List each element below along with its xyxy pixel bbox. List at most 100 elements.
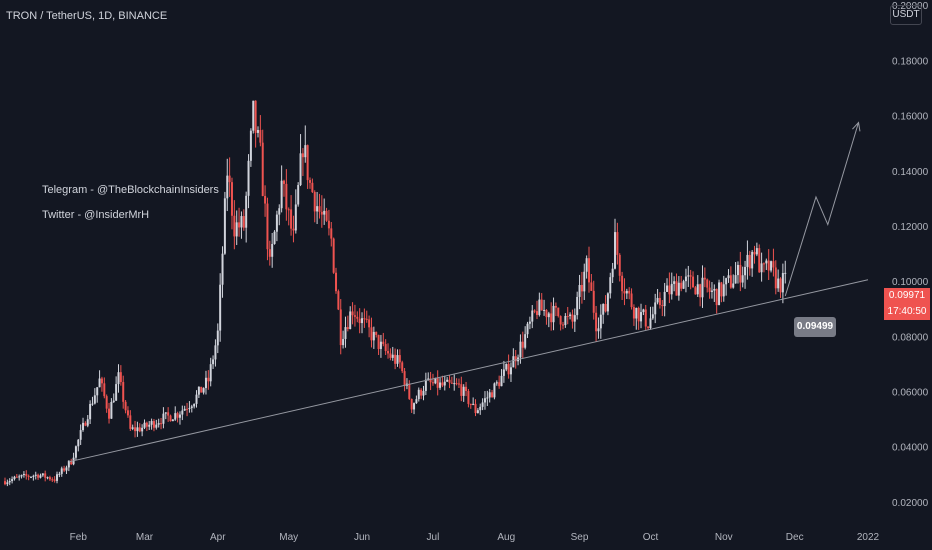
candle-body <box>164 412 167 414</box>
candle-body <box>535 311 538 315</box>
candle-body <box>448 379 451 383</box>
candle-body <box>93 395 96 404</box>
candle-body <box>77 439 80 447</box>
candle-body <box>753 251 756 255</box>
candle-body <box>181 410 184 415</box>
candle-body <box>160 423 163 425</box>
candle-body <box>6 482 9 485</box>
candle-body <box>734 275 737 284</box>
candle-body <box>398 355 401 363</box>
candle-body <box>115 384 118 401</box>
candle-body <box>247 160 250 196</box>
candle-body <box>580 284 583 292</box>
x-tick-label: May <box>279 532 298 543</box>
candle-body <box>200 386 203 393</box>
candle-body <box>290 209 293 229</box>
candle-body <box>666 285 669 292</box>
candle-body <box>427 378 430 380</box>
candle-body <box>100 378 103 384</box>
candle-body <box>675 281 678 296</box>
candle-body <box>242 216 245 228</box>
candle-body <box>765 260 768 264</box>
candle-body <box>774 267 777 289</box>
candle-body <box>204 377 207 389</box>
candle-body <box>637 307 640 322</box>
candle-body <box>63 468 66 471</box>
candle-body <box>727 275 730 279</box>
candle-body <box>363 318 366 320</box>
candle-body <box>344 327 347 340</box>
candle-body <box>718 282 721 306</box>
candlestick-series <box>4 100 787 487</box>
candle-body <box>306 145 309 181</box>
x-tick-label: Oct <box>643 532 659 543</box>
candle-body <box>346 327 349 330</box>
y-tick-label: 0.04000 <box>892 443 929 454</box>
candle-body <box>27 475 30 477</box>
candle-body <box>481 402 484 407</box>
candle-body <box>84 422 87 426</box>
last-price-value: 0.09971 <box>888 290 926 301</box>
candle-body <box>230 182 233 216</box>
candle-body <box>183 408 186 411</box>
candle-body <box>195 394 198 404</box>
candle-body <box>327 220 330 229</box>
candle-body <box>157 423 160 425</box>
candle-body <box>725 278 728 285</box>
candle-body <box>235 222 238 237</box>
candle-body <box>436 377 439 388</box>
candle-body <box>429 378 432 383</box>
candle-body <box>254 100 257 133</box>
candle-body <box>604 303 607 312</box>
candle-body <box>694 287 697 295</box>
candle-body <box>384 344 387 352</box>
candle-body <box>465 386 468 391</box>
candle-body <box>240 216 243 228</box>
candle-body <box>531 310 534 322</box>
candle-body <box>32 475 35 477</box>
currency-unit-button[interactable]: USDT <box>890 5 922 25</box>
candle-body <box>197 386 200 395</box>
candle-body <box>462 386 465 396</box>
candle-body <box>457 383 460 385</box>
candle-body <box>571 314 574 322</box>
candle-body <box>155 424 158 428</box>
candle-body <box>89 404 92 420</box>
candle-body <box>145 422 148 427</box>
candle-body <box>706 279 709 288</box>
candle-body <box>353 315 356 317</box>
candle-body <box>573 315 576 322</box>
candle-body <box>576 296 579 316</box>
candle-body <box>25 473 28 476</box>
candle-body <box>70 460 73 465</box>
y-tick-label: 0.10000 <box>892 277 929 288</box>
candle-body <box>126 410 129 416</box>
candle-body <box>526 323 529 335</box>
candle-body <box>280 180 283 209</box>
candle-body <box>521 341 524 348</box>
x-tick-label: Jul <box>427 532 440 543</box>
candle-body <box>514 356 517 362</box>
candle-body <box>297 185 300 205</box>
candle-body <box>647 326 650 329</box>
candle-body <box>746 254 749 267</box>
candle-body <box>625 290 628 294</box>
candle-body <box>741 275 744 283</box>
candle-body <box>325 210 328 221</box>
candle-body <box>644 309 647 327</box>
candle-body <box>318 206 321 212</box>
candle-body <box>744 266 747 276</box>
candle-body <box>228 175 231 183</box>
candle-body <box>202 388 205 393</box>
candle-body <box>540 299 543 311</box>
candle-body <box>268 249 271 257</box>
candle-body <box>483 398 486 403</box>
candle-body <box>108 408 111 419</box>
y-tick-label: 0.20000 <box>892 1 929 12</box>
candle-body <box>781 273 784 293</box>
candle-body <box>533 310 536 312</box>
candle-body <box>316 206 319 212</box>
candle-body <box>673 281 676 284</box>
candle-body <box>259 130 262 143</box>
